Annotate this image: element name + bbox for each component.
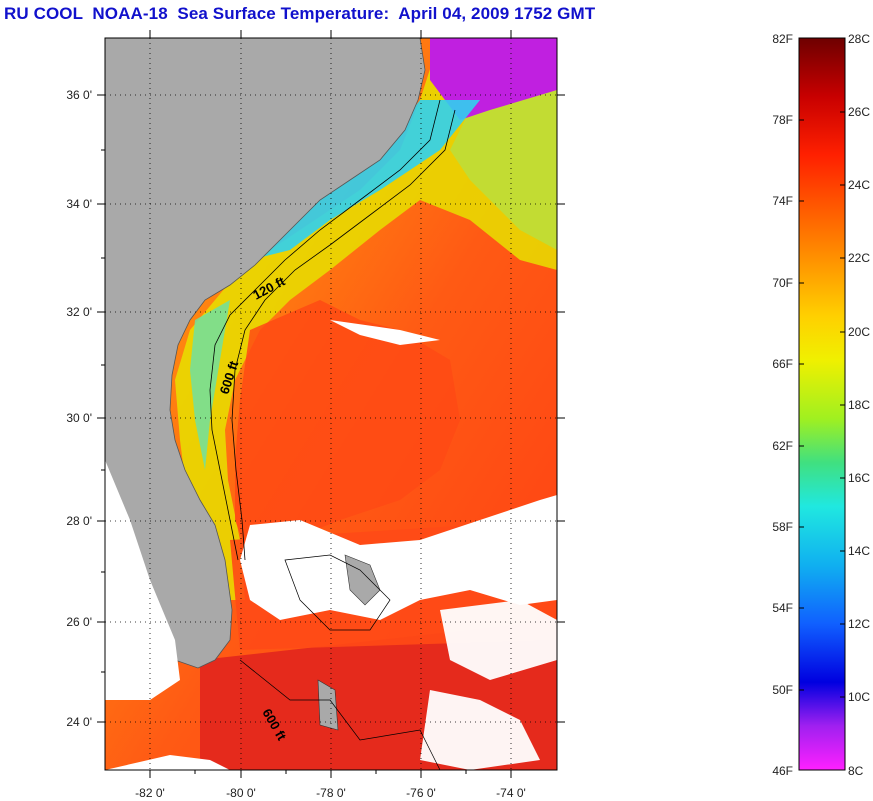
lon-tick-label: -76 0' — [406, 786, 436, 800]
colorbar-c-label: 10C — [848, 690, 870, 704]
colorbar-c-label: 20C — [848, 325, 870, 339]
colorbar: 82F 78F 74F 70F 66F 62F 58F 54F 50F 46F … — [772, 32, 870, 778]
contour-bahamas — [284, 554, 391, 631]
cloud-patch-3 — [440, 600, 557, 680]
colorbar-f-label: 66F — [772, 357, 793, 371]
colorbar-c-label: 22C — [848, 251, 870, 265]
andros-island — [317, 679, 339, 731]
warm-eddy — [235, 300, 460, 560]
lon-tick-label: -78 0' — [316, 786, 346, 800]
colorbar-f-label: 46F — [772, 764, 793, 778]
shelf-water-yellow — [175, 38, 557, 600]
shelf-green-south — [190, 300, 230, 470]
lat-tick-label: 24 0' — [66, 715, 92, 729]
map-frame-ticks — [97, 30, 565, 778]
colorbar-c-label: 24C — [848, 178, 870, 192]
colorbar-c-label: 8C — [848, 764, 864, 778]
lat-tick-label: 36 0' — [66, 88, 92, 102]
colorbar-f-label: 62F — [772, 439, 793, 453]
lat-tick-label: 30 0' — [66, 411, 92, 425]
cloud-patch-1 — [240, 495, 557, 620]
colorbar-c-label: 12C — [848, 617, 870, 631]
gulf-coast-white — [105, 460, 180, 700]
lon-tick-label: -80 0' — [226, 786, 256, 800]
colorbar-f-label: 50F — [772, 683, 793, 697]
cloud-patch-4 — [420, 690, 540, 770]
contour-600ft — [231, 109, 456, 561]
colorbar-c-label: 18C — [848, 398, 870, 412]
lon-tick-label: -74 0' — [496, 786, 526, 800]
lat-tick-label: 32 0' — [66, 305, 92, 319]
colorbar-ticks — [799, 111, 845, 698]
lat-tick-label: 26 0' — [66, 615, 92, 629]
colorbar-f-label: 70F — [772, 276, 793, 290]
colorbar-c-label: 28C — [848, 32, 870, 46]
lon-tick-label: -82 0' — [135, 786, 165, 800]
colorbar-f-label: 58F — [772, 520, 793, 534]
colorbar-f-label: 82F — [772, 32, 793, 46]
lat-tick-label: 28 0' — [66, 514, 92, 528]
colorbar-f-label: 54F — [772, 601, 793, 615]
north-green-water — [450, 70, 557, 250]
colorbar-f-label: 78F — [772, 113, 793, 127]
colorbar-gradient — [798, 37, 846, 771]
colorbar-c-label: 26C — [848, 105, 870, 119]
colorbar-f-label: 74F — [772, 194, 793, 208]
cold-shelf-cyan — [250, 100, 480, 260]
cloud-patch-2 — [330, 320, 440, 345]
contour-south — [239, 659, 441, 770]
cuba-region — [105, 755, 230, 770]
colorbar-c-label: 16C — [848, 471, 870, 485]
colorbar-c-label: 14C — [848, 544, 870, 558]
sst-map: 120 ft 600 ft 600 ft — [105, 38, 557, 770]
bahamas-island — [344, 554, 381, 606]
page-title: RU COOL NOAA-18 Sea Surface Temperature:… — [4, 4, 596, 23]
map-grid — [105, 38, 557, 770]
contour-120ft — [209, 99, 441, 561]
cold-magenta-water — [430, 38, 557, 120]
lat-tick-label: 34 0' — [66, 197, 92, 211]
